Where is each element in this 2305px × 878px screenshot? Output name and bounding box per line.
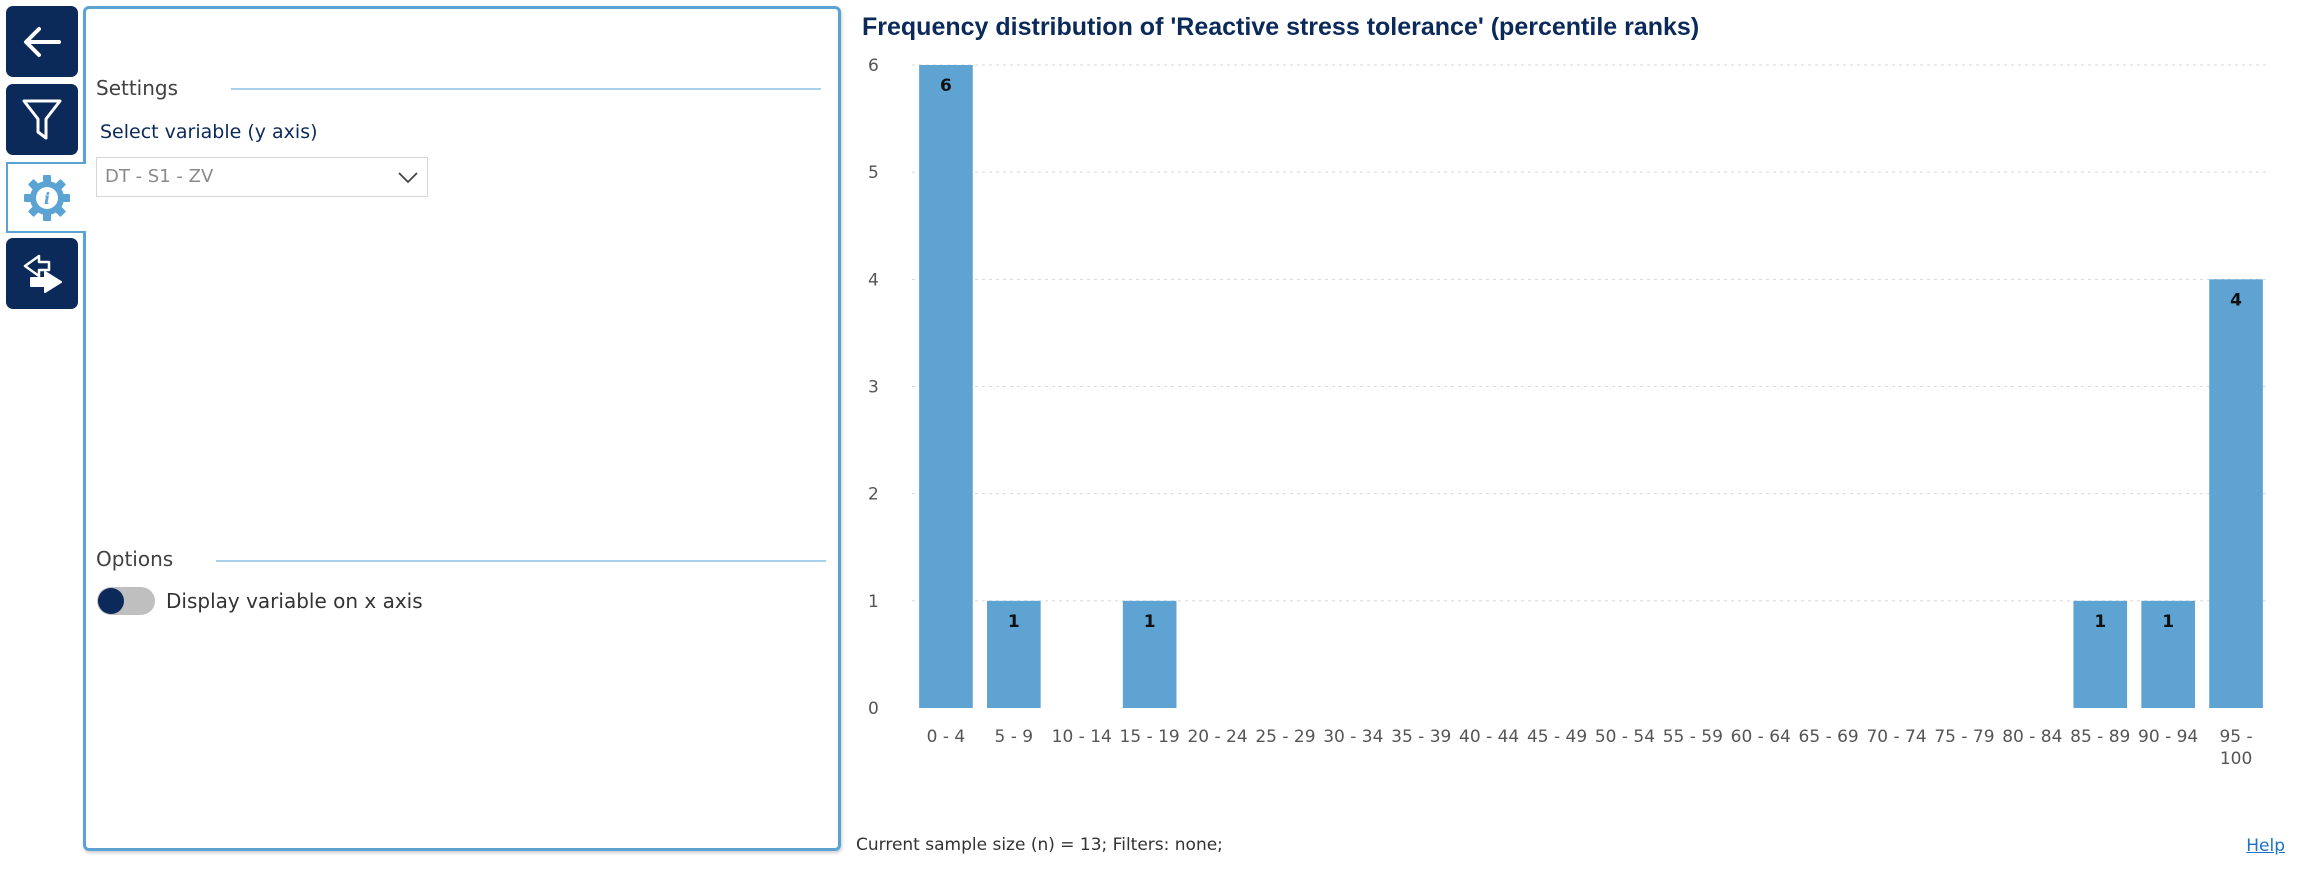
y-tick-label: 1 [868, 592, 879, 612]
select-variable-label: Select variable (y axis) [100, 121, 318, 143]
bar [1122, 600, 1177, 708]
x-tick-label: 75 - 79 [1934, 727, 1994, 747]
y-tick-label: 0 [868, 699, 879, 719]
settings-button[interactable]: i [6, 162, 86, 233]
toggle-label: Display variable on x axis [166, 589, 423, 613]
swap-button[interactable] [6, 238, 78, 309]
x-tick-label: 30 - 34 [1323, 727, 1383, 747]
chevron-down-icon [398, 172, 418, 184]
frequency-bar-chart: 0 1 2 3 4 5 6 6 0 - 4 1 5 - 9 10 - 14 1 15 - 19 20 - 2… [868, 56, 2270, 769]
bar [987, 600, 1041, 708]
x-tick-label-line2: 100 [2220, 749, 2252, 769]
help-link[interactable]: Help [2246, 836, 2285, 856]
y-tick-label: 5 [868, 163, 879, 183]
toggle-knob [98, 588, 124, 614]
settings-section-title: Settings [96, 76, 179, 100]
y-tick-label: 4 [868, 270, 879, 290]
display-x-axis-toggle[interactable] [97, 587, 155, 615]
x-tick-label: 50 - 54 [1595, 727, 1655, 747]
x-tick-label: 40 - 44 [1459, 727, 1519, 747]
x-tick-label: 0 - 4 [927, 727, 966, 747]
bar [2141, 600, 2195, 708]
x-tick-label: 85 - 89 [2070, 727, 2130, 747]
back-button[interactable] [6, 6, 78, 77]
x-tick-label: 70 - 74 [1866, 727, 1926, 747]
variable-dropdown-value: DT - S1 - ZV [105, 166, 214, 187]
funnel-icon [22, 99, 62, 139]
svg-text:i: i [44, 189, 50, 208]
data-label: 4 [2230, 290, 2242, 310]
x-tick-label: 5 - 9 [995, 727, 1034, 747]
bar [2073, 600, 2128, 708]
data-label: 1 [1008, 612, 1020, 632]
x-tick-label: 55 - 59 [1663, 727, 1723, 747]
options-divider [216, 560, 826, 562]
filter-button[interactable] [6, 84, 78, 155]
variable-dropdown[interactable]: DT - S1 - ZV [96, 157, 428, 197]
data-label: 1 [1144, 612, 1156, 632]
x-tick-label: 20 - 24 [1187, 727, 1247, 747]
x-tick-label: 95 - [2219, 727, 2252, 747]
bar [919, 65, 973, 708]
y-tick-label: 3 [868, 378, 879, 398]
x-tick-label: 90 - 94 [2138, 727, 2198, 747]
x-tick-label: 65 - 69 [1799, 727, 1859, 747]
x-tick-label: 45 - 49 [1527, 727, 1587, 747]
x-tick-label: 25 - 29 [1255, 727, 1315, 747]
settings-divider [231, 88, 821, 90]
y-tick-label: 2 [868, 485, 879, 505]
x-tick-label: 35 - 39 [1391, 727, 1451, 747]
y-tick-label: 6 [868, 56, 879, 76]
arrow-left-icon [24, 26, 61, 57]
data-label: 1 [2162, 612, 2174, 632]
x-tick-label: 60 - 64 [1731, 727, 1791, 747]
swap-arrows-icon [23, 254, 62, 293]
x-tick-label: 10 - 14 [1052, 727, 1112, 747]
options-section-title: Options [96, 547, 174, 571]
data-label: 1 [2094, 612, 2106, 632]
x-tick-label: 80 - 84 [2002, 727, 2062, 747]
sample-size-text: Current sample size (n) = 13; Filters: n… [856, 835, 1223, 855]
gear-info-icon: i [24, 174, 70, 221]
chart-title: Frequency distribution of 'Reactive stre… [862, 13, 1700, 41]
bar [2209, 279, 2263, 708]
data-label: 6 [940, 76, 952, 96]
x-tick-label: 15 - 19 [1120, 727, 1180, 747]
settings-panel: Settings Select variable (y axis) DT - S… [83, 6, 841, 851]
